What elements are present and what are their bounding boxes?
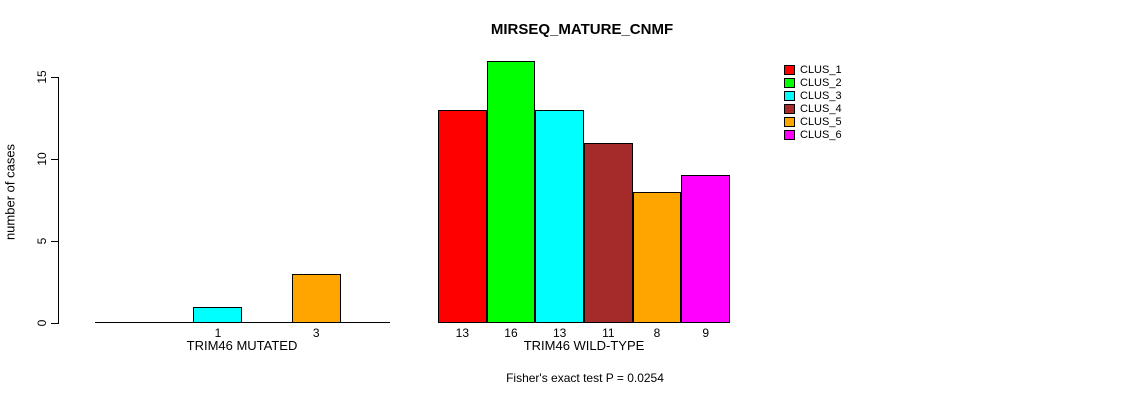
- group-label-trim46-mutated: TRIM46 MUTATED: [186, 338, 298, 353]
- group-label-trim46-wild-type: TRIM46 WILD-TYPE: [523, 338, 645, 353]
- y-axis-label: number of cases: [2, 143, 18, 241]
- bar-value-label: 13: [552, 326, 567, 340]
- y-tick-label: 15: [35, 70, 49, 84]
- legend-swatch-clus_1: [784, 65, 795, 75]
- chart-title: MIRSEQ_MATURE_CNMF: [490, 21, 674, 38]
- legend-label: CLUS_4: [800, 103, 842, 115]
- x-axis-baseline: [95, 322, 390, 323]
- y-tick: [51, 77, 58, 78]
- y-tick-label: 10: [35, 152, 49, 166]
- bar-clus_3: [193, 306, 243, 323]
- bar-value-label: 8: [653, 326, 661, 340]
- y-tick-label: 0: [35, 319, 49, 327]
- legend-label: CLUS_1: [800, 64, 842, 76]
- y-axis-line: [58, 77, 59, 324]
- legend-swatch-clus_2: [784, 78, 795, 88]
- legend-swatch-clus_3: [784, 91, 795, 101]
- bar-value-label: 11: [602, 326, 615, 340]
- bar-value-label: 13: [455, 326, 469, 340]
- bar-value-label: 9: [702, 326, 709, 340]
- legend-label: CLUS_6: [800, 129, 842, 141]
- bar-clus_6: [681, 175, 730, 323]
- legend-label: CLUS_2: [800, 77, 842, 89]
- fisher-test-annotation: Fisher's exact test P = 0.0254: [506, 371, 664, 385]
- bar-clus_5: [291, 273, 341, 323]
- legend-swatch-clus_5: [784, 117, 795, 127]
- bar-value-label: 1: [214, 326, 222, 340]
- bar-clus_4: [584, 142, 633, 323]
- bar-value-label: 3: [312, 326, 320, 340]
- y-tick: [51, 159, 58, 160]
- legend-swatch-clus_6: [784, 130, 795, 140]
- bar-clus_5: [632, 191, 682, 323]
- bar-value-label: 16: [504, 326, 518, 340]
- y-tick: [51, 323, 58, 324]
- legend-swatch-clus_4: [784, 104, 795, 114]
- legend-label: CLUS_3: [800, 90, 842, 102]
- y-tick: [51, 241, 58, 242]
- bar-clus_1: [438, 109, 487, 323]
- y-tick-label: 5: [35, 237, 49, 245]
- legend-label: CLUS_5: [800, 116, 842, 128]
- bar-clus_3: [535, 109, 584, 323]
- bar-clus_2: [486, 60, 536, 323]
